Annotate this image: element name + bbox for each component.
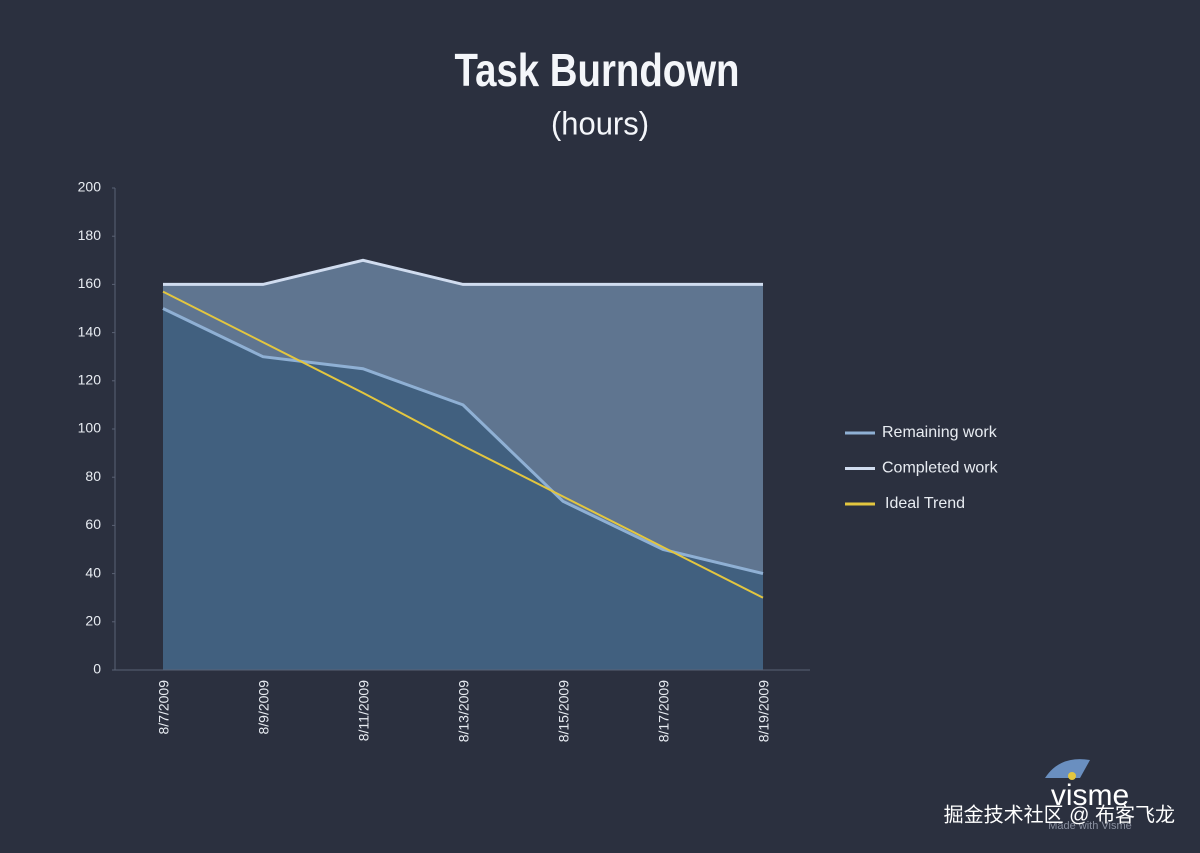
y-tick-label: 0 [93,661,101,677]
y-tick-label: 100 [78,420,102,436]
x-tick-label: 8/15/2009 [556,680,572,742]
y-tick-label: 60 [85,516,101,532]
logo-text: visme [1051,779,1129,812]
x-tick-label: 8/9/2009 [256,680,272,735]
logo-icon [1045,759,1090,778]
legend-label: Remaining work [882,424,998,441]
x-tick-label: 8/19/2009 [756,680,772,742]
series-line [162,307,764,576]
y-tick-label: 40 [85,564,101,580]
x-tick-label: 8/13/2009 [456,680,472,742]
y-tick-label: 180 [78,227,102,243]
chart-title: Task Burndown [455,44,740,96]
series-line [162,290,764,599]
x-tick-label: 8/7/2009 [156,680,172,735]
y-tick-label: 200 [78,179,102,195]
logo: visme Made with Visme [1045,759,1132,832]
y-tick-label: 20 [85,613,101,629]
legend-label: Ideal Trend [885,495,965,512]
legend-label: Completed work [882,460,999,477]
y-tick-label: 120 [78,372,102,388]
y-tick-label: 80 [85,468,101,484]
y-tick-label: 140 [78,323,102,339]
logo-icon [1068,772,1076,780]
watermark: 掘金技术社区 @ 布客飞龙 [944,803,1175,826]
chart-subtitle: (hours) [551,105,649,141]
y-tick-label: 160 [78,275,102,291]
logo-caption: Made with Visme [1048,820,1132,832]
x-tick-label: 8/11/2009 [356,680,372,741]
x-tick-label: 8/17/2009 [656,680,672,742]
series-line [163,258,763,286]
area [163,308,763,670]
